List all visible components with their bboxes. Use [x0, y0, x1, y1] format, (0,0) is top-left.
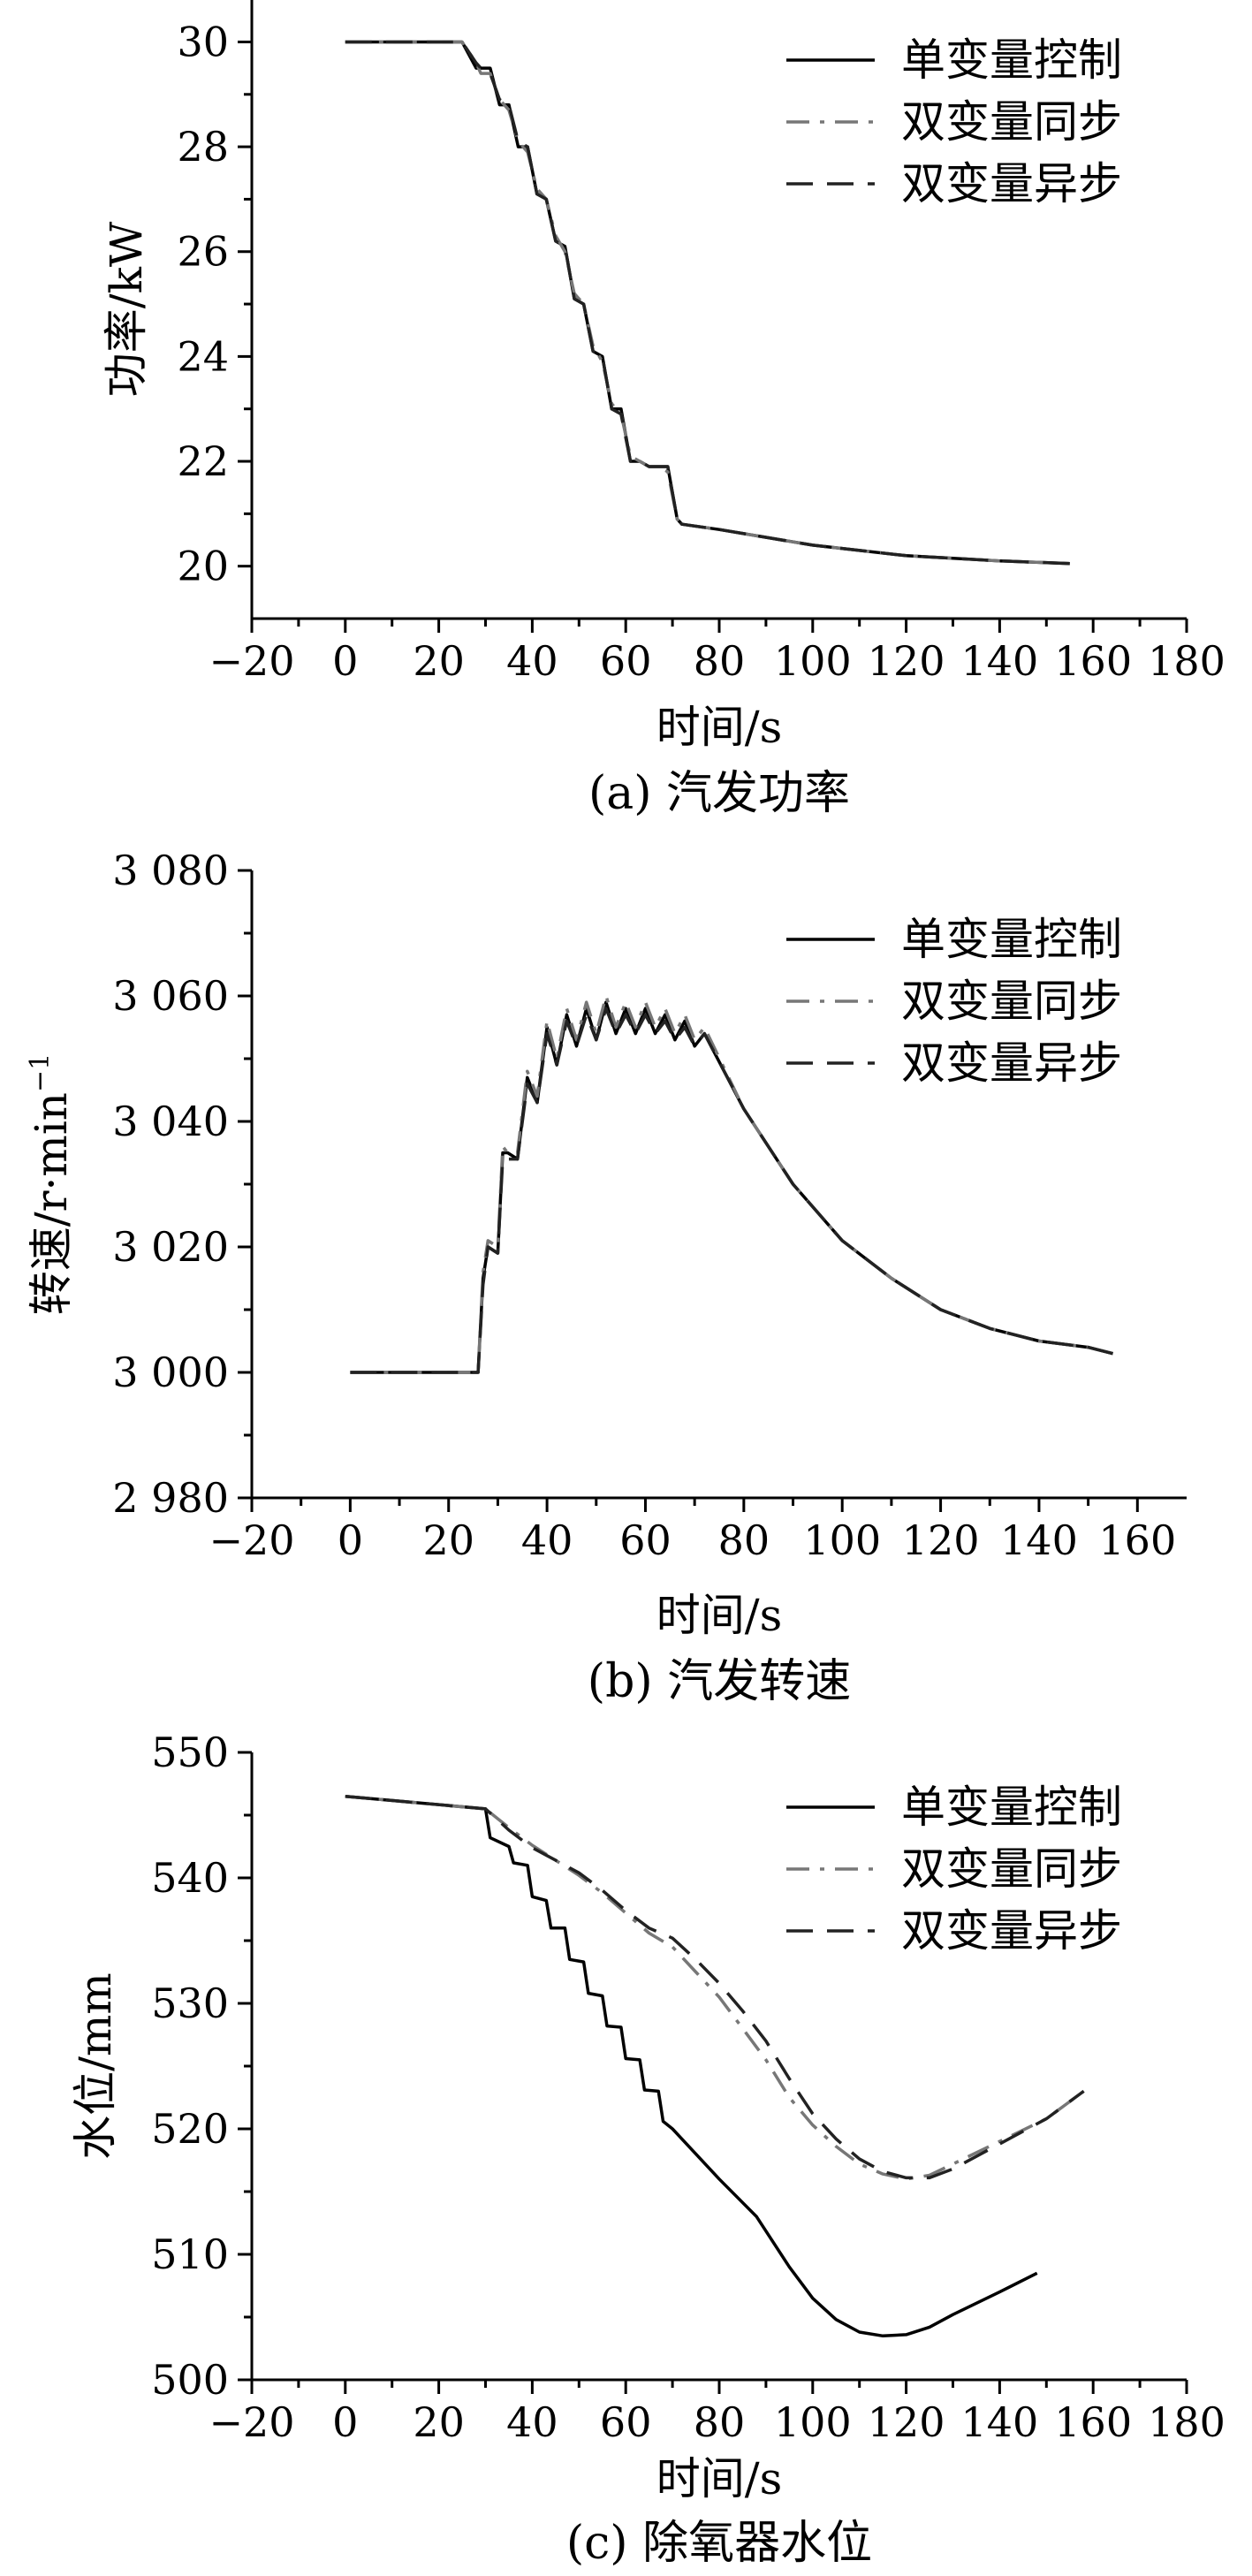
panel-c: −20 0 20 40 60 80 100 120 140 160 180 500 510 520 530 5…	[70, 1729, 1225, 2570]
y-tick-label: 3 000	[112, 1349, 229, 1396]
legend-label-2: 双变量同步	[901, 96, 1122, 148]
y-tick-label: 540	[151, 1854, 229, 1902]
panel-a: −20 0 20 40 60 80 100 120 140 160 180 20 22 24 26 28 30 时…	[101, 0, 1225, 820]
x-tick-label: 100	[774, 2398, 852, 2446]
x-tick-label: 60	[619, 1516, 672, 1564]
y-tick-label: 510	[151, 2230, 229, 2278]
x-tick-label: 80	[718, 1516, 770, 1564]
legend-label-3: 双变量异步	[901, 158, 1122, 209]
x-tick-label: 160	[1054, 2398, 1132, 2446]
series-line-1	[345, 1794, 1038, 2338]
x-tick-label: 180	[1148, 637, 1225, 685]
y-axis-label: 水位/mm	[70, 1972, 121, 2160]
y-tick-label: 24	[177, 332, 229, 380]
x-tick-label: 0	[332, 2398, 358, 2446]
y-tick-label: 3 020	[112, 1223, 229, 1271]
x-tick-label: 40	[506, 2398, 558, 2446]
y-tick-label: 26	[177, 228, 229, 276]
panel-caption: (a) 汽发功率	[588, 767, 850, 820]
legend-label-1: 单变量控制	[901, 34, 1122, 86]
x-tick-label: 120	[902, 1516, 980, 1564]
x-tick-label: 140	[960, 2398, 1038, 2446]
y-axis-label-sup: −1	[25, 1053, 56, 1092]
y-tick-label: 3 060	[112, 972, 229, 1020]
x-tick-label: 60	[600, 637, 652, 685]
x-axis-label: 时间/s	[656, 702, 783, 753]
y-axis-label: 转速/r·min−1	[25, 1053, 77, 1315]
y-tick-label: 2 980	[112, 1474, 229, 1522]
legend-label-3: 双变量异步	[901, 1037, 1122, 1089]
x-tick-label: 20	[422, 1516, 474, 1564]
x-tick-label: 80	[694, 2398, 746, 2446]
y-tick-label: 22	[177, 437, 229, 485]
x-tick-label: 180	[1148, 2398, 1225, 2446]
x-tick-label: 120	[868, 2398, 945, 2446]
legend-label-2: 双变量同步	[901, 976, 1122, 1027]
panel-caption: (b) 汽发转速	[588, 1655, 851, 1708]
y-tick-label: 550	[151, 1729, 229, 1776]
legend-label-1: 单变量控制	[901, 914, 1122, 965]
x-tick-label: 20	[413, 637, 465, 685]
y-tick-label: 30	[177, 18, 229, 65]
x-tick-label: 0	[332, 637, 358, 685]
series-line-2	[345, 1794, 1085, 2181]
x-tick-label: 120	[868, 637, 945, 685]
x-tick-label: 80	[694, 637, 746, 685]
x-tick-label: −20	[209, 637, 294, 685]
x-tick-label: −20	[209, 1516, 294, 1564]
x-axis-label: 时间/s	[656, 2453, 783, 2504]
x-tick-label: −20	[209, 2398, 294, 2446]
y-tick-label: 500	[151, 2356, 229, 2404]
y-tick-label: 28	[177, 123, 229, 171]
x-tick-label: 160	[1098, 1516, 1176, 1564]
series-line-3	[350, 1007, 1113, 1374]
y-tick-label: 520	[151, 2105, 229, 2153]
x-tick-label: 100	[774, 637, 852, 685]
y-axis-label-text: 转速/r·min	[26, 1092, 77, 1315]
x-tick-label: 60	[600, 2398, 652, 2446]
legend-label-2: 双变量同步	[901, 1843, 1122, 1895]
x-axis-label: 时间/s	[656, 1590, 783, 1641]
y-tick-label: 3 080	[112, 847, 229, 894]
y-tick-label: 20	[177, 543, 229, 590]
x-tick-label: 20	[413, 2398, 465, 2446]
x-tick-label: 100	[803, 1516, 881, 1564]
series-line-3	[345, 40, 1070, 566]
x-tick-label: 40	[521, 1516, 573, 1564]
x-tick-label: 140	[1000, 1516, 1078, 1564]
x-tick-label: 0	[338, 1516, 363, 1564]
y-axis-label: 功率/kW	[101, 221, 152, 397]
x-tick-label: 140	[960, 637, 1038, 685]
y-tick-label: 3 040	[112, 1098, 229, 1145]
legend-label-1: 单变量控制	[901, 1782, 1122, 1833]
x-tick-label: 40	[506, 637, 558, 685]
y-tick-label: 530	[151, 1979, 229, 2027]
legend-label-3: 双变量异步	[901, 1905, 1122, 1957]
panel-b: −20 0 20 40 60 80 100 120 140 160 2 980 3 000 3 020 3…	[25, 847, 1187, 1708]
panel-caption: (c) 除氧器水位	[566, 2517, 872, 2570]
x-tick-label: 160	[1054, 637, 1132, 685]
series-line-3	[345, 1794, 1085, 2180]
